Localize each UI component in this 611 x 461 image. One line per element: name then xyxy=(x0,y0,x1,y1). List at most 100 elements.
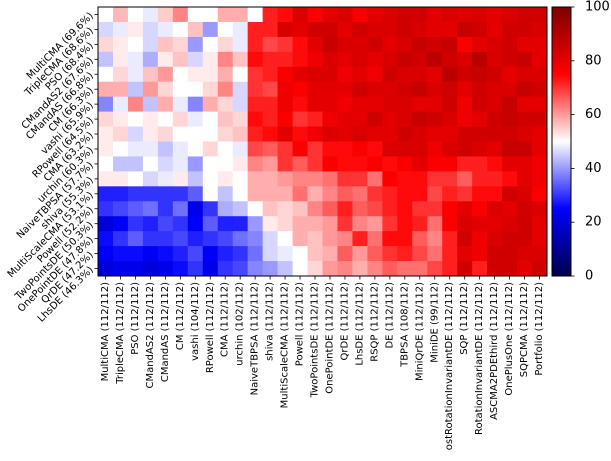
colorbar-segment xyxy=(552,199,571,203)
colorbar-segment xyxy=(552,112,571,115)
heatmap-cell xyxy=(127,111,144,127)
heatmap-cell xyxy=(442,246,458,262)
heatmap-cell xyxy=(382,36,398,53)
heatmap-cell xyxy=(487,96,503,113)
heatmap-cell xyxy=(277,216,293,232)
heatmap-cell xyxy=(232,21,249,38)
heatmap-cell xyxy=(517,111,533,127)
heatmap-cell xyxy=(232,126,249,142)
colorbar-segment xyxy=(552,175,571,178)
heatmap-cell xyxy=(352,126,368,142)
heatmap-cell xyxy=(172,36,189,53)
heatmap-cell xyxy=(487,111,503,127)
colorbar-segment xyxy=(552,80,571,84)
heatmap-cell xyxy=(307,246,323,262)
heatmap-cell xyxy=(472,96,488,113)
heatmap-cell xyxy=(322,246,338,262)
heatmap-cell xyxy=(112,201,129,217)
heatmap-cell xyxy=(487,156,503,172)
x-tick-label: RSQP (112/112) xyxy=(369,282,380,362)
colorbar-segment xyxy=(552,128,571,131)
colorbar-tick-label: 20 xyxy=(585,215,602,230)
heatmap-cell xyxy=(292,201,308,217)
colorbar-segment xyxy=(552,40,571,44)
heatmap-cell xyxy=(202,171,219,187)
colorbar-segment xyxy=(552,237,571,241)
heatmap-cell xyxy=(217,96,234,113)
heatmap-cell xyxy=(217,21,234,38)
heatmap-cell xyxy=(202,96,219,113)
heatmap-cell xyxy=(307,21,323,38)
heatmap-cell xyxy=(127,96,144,113)
heatmap-cell xyxy=(262,7,278,23)
heatmap-cell xyxy=(517,21,533,38)
colorbar-segment xyxy=(552,56,571,59)
heatmap-cell xyxy=(247,216,264,232)
colorbar-tick-label: 0 xyxy=(585,269,593,284)
heatmap-cell xyxy=(127,231,144,247)
heatmap-cell xyxy=(98,36,114,53)
heatmap-cell xyxy=(367,246,383,262)
heatmap-cell xyxy=(472,21,488,38)
heatmap-cell xyxy=(322,21,338,38)
heatmap-cell xyxy=(172,246,189,262)
colorbar-segment xyxy=(552,269,571,272)
heatmap-cell xyxy=(247,96,264,113)
heatmap-cell xyxy=(427,231,443,247)
heatmap-cell xyxy=(98,7,114,23)
heatmap-cell xyxy=(532,261,548,277)
colorbar-segment xyxy=(552,85,571,89)
heatmap-cell xyxy=(502,96,518,113)
heatmap-cell xyxy=(187,126,204,142)
colorbar-segment xyxy=(552,13,571,17)
heatmap-cell xyxy=(98,186,114,202)
colorbar-segment xyxy=(552,22,571,26)
colorbar-segment xyxy=(552,240,571,243)
heatmap-cell xyxy=(202,231,219,247)
heatmap-cell xyxy=(532,36,548,53)
heatmap-cell xyxy=(322,7,338,23)
heatmap-cell xyxy=(427,201,443,217)
heatmap-cell xyxy=(412,66,428,83)
colorbar-tick-label: 100 xyxy=(585,0,610,15)
heatmap-cell xyxy=(112,96,129,113)
heatmap-cell xyxy=(502,201,518,217)
heatmap-cell xyxy=(202,261,219,277)
heatmap-cell xyxy=(502,246,518,262)
colorbar-segment xyxy=(552,72,571,75)
heatmap-cell xyxy=(532,246,548,262)
x-tick-label: CMandAS2 (112/112) xyxy=(145,282,156,389)
heatmap-cell xyxy=(292,261,308,277)
x-tick-label: MiniQrDE (112/112) xyxy=(414,282,425,381)
x-axis: MultiCMA (112/112) TripleCMA (112/112) PSO… xyxy=(100,276,545,450)
heatmap-cell xyxy=(247,171,264,187)
x-tick-label: PSO (112/112) xyxy=(130,282,141,355)
heatmap-cell xyxy=(202,51,219,68)
heatmap-cell xyxy=(382,51,398,68)
heatmap-cell xyxy=(98,231,114,247)
x-tick-label: TripleCMA (112/112) xyxy=(115,282,126,385)
heatmap-cell xyxy=(232,7,249,23)
colorbar-segment xyxy=(552,170,571,174)
colorbar-segment xyxy=(552,255,571,259)
heatmap-cell xyxy=(172,111,189,127)
heatmap-cell xyxy=(352,216,368,232)
x-tick-label: vashi (104/112) xyxy=(190,282,201,361)
heatmap-cell xyxy=(307,111,323,127)
heatmap-cell xyxy=(352,21,368,38)
colorbar-segment xyxy=(552,121,571,124)
heatmap-cell xyxy=(382,21,398,38)
heatmap-cell xyxy=(382,81,398,98)
heatmap-cell xyxy=(232,246,249,262)
colorbar-segment xyxy=(552,24,571,28)
heatmap-cell xyxy=(532,96,548,113)
heatmap-cell xyxy=(98,246,114,262)
heatmap-cell xyxy=(98,111,114,127)
heatmap-cell xyxy=(172,66,189,83)
colorbar-segment xyxy=(552,60,571,64)
heatmap-cell xyxy=(232,231,249,247)
heatmap-cell xyxy=(442,156,458,172)
heatmap-cell xyxy=(157,21,174,38)
x-tick-label: TBPSA (108/112) xyxy=(399,282,410,368)
